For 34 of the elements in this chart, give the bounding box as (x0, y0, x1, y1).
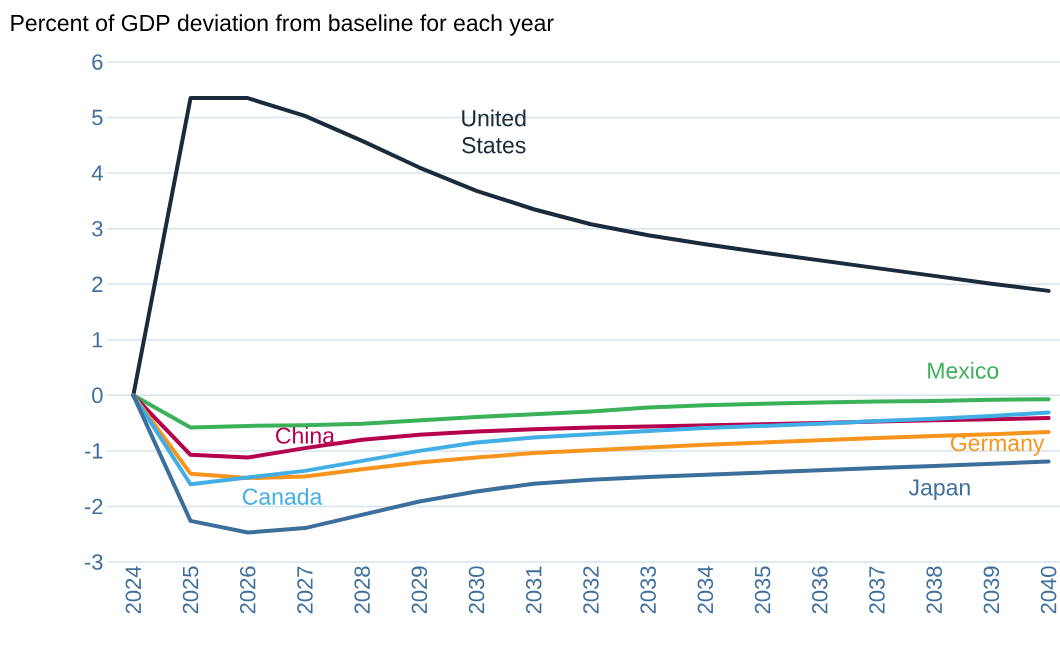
x-tick-label: 2040 (1040, 566, 1057, 614)
y-tick-label: 2 (92, 276, 103, 292)
x-tick-label: 2028 (354, 566, 370, 614)
y-tick-label: -2 (84, 498, 103, 515)
y-tick-label: 5 (92, 109, 103, 126)
x-tick-label: 2024 (125, 566, 142, 614)
y-tick-label: 3 (92, 220, 103, 237)
x-tick-label: 2027 (297, 566, 313, 614)
series-label: Germany (950, 434, 1045, 456)
series-label: Canada (242, 487, 323, 505)
series-label: United States (462, 109, 526, 154)
series-label: Japan (908, 479, 970, 501)
series-label: China (276, 426, 335, 444)
x-tick-label: 2037 (869, 566, 885, 614)
x-tick-label: 2033 (640, 566, 656, 614)
x-tick-label: 2025 (182, 566, 199, 614)
y-tick-label: 4 (91, 165, 103, 181)
x-tick-label: 2039 (983, 566, 1000, 614)
x-tick-label: 2035 (754, 566, 771, 614)
x-tick-label: 2034 (697, 566, 714, 614)
x-tick-label: 2030 (468, 566, 485, 614)
y-tick-label: 6 (92, 54, 103, 70)
y-tick-label: 0 (92, 387, 103, 404)
series-label: Mexico (928, 361, 999, 379)
y-axis-title: Percent of GDP deviation from baseline for each year (11, 14, 554, 36)
x-tick-label: 2029 (411, 566, 428, 614)
y-tick-label: -3 (84, 554, 103, 570)
x-tick-label: 2032 (583, 566, 599, 614)
x-tick-label: 2031 (525, 566, 542, 614)
x-tick-label: 2038 (926, 566, 942, 614)
x-tick-label: 2026 (239, 566, 256, 614)
x-tick-label: 2036 (811, 566, 828, 614)
y-tick-label: 1 (92, 332, 103, 348)
y-tick-label: -1 (84, 443, 103, 459)
